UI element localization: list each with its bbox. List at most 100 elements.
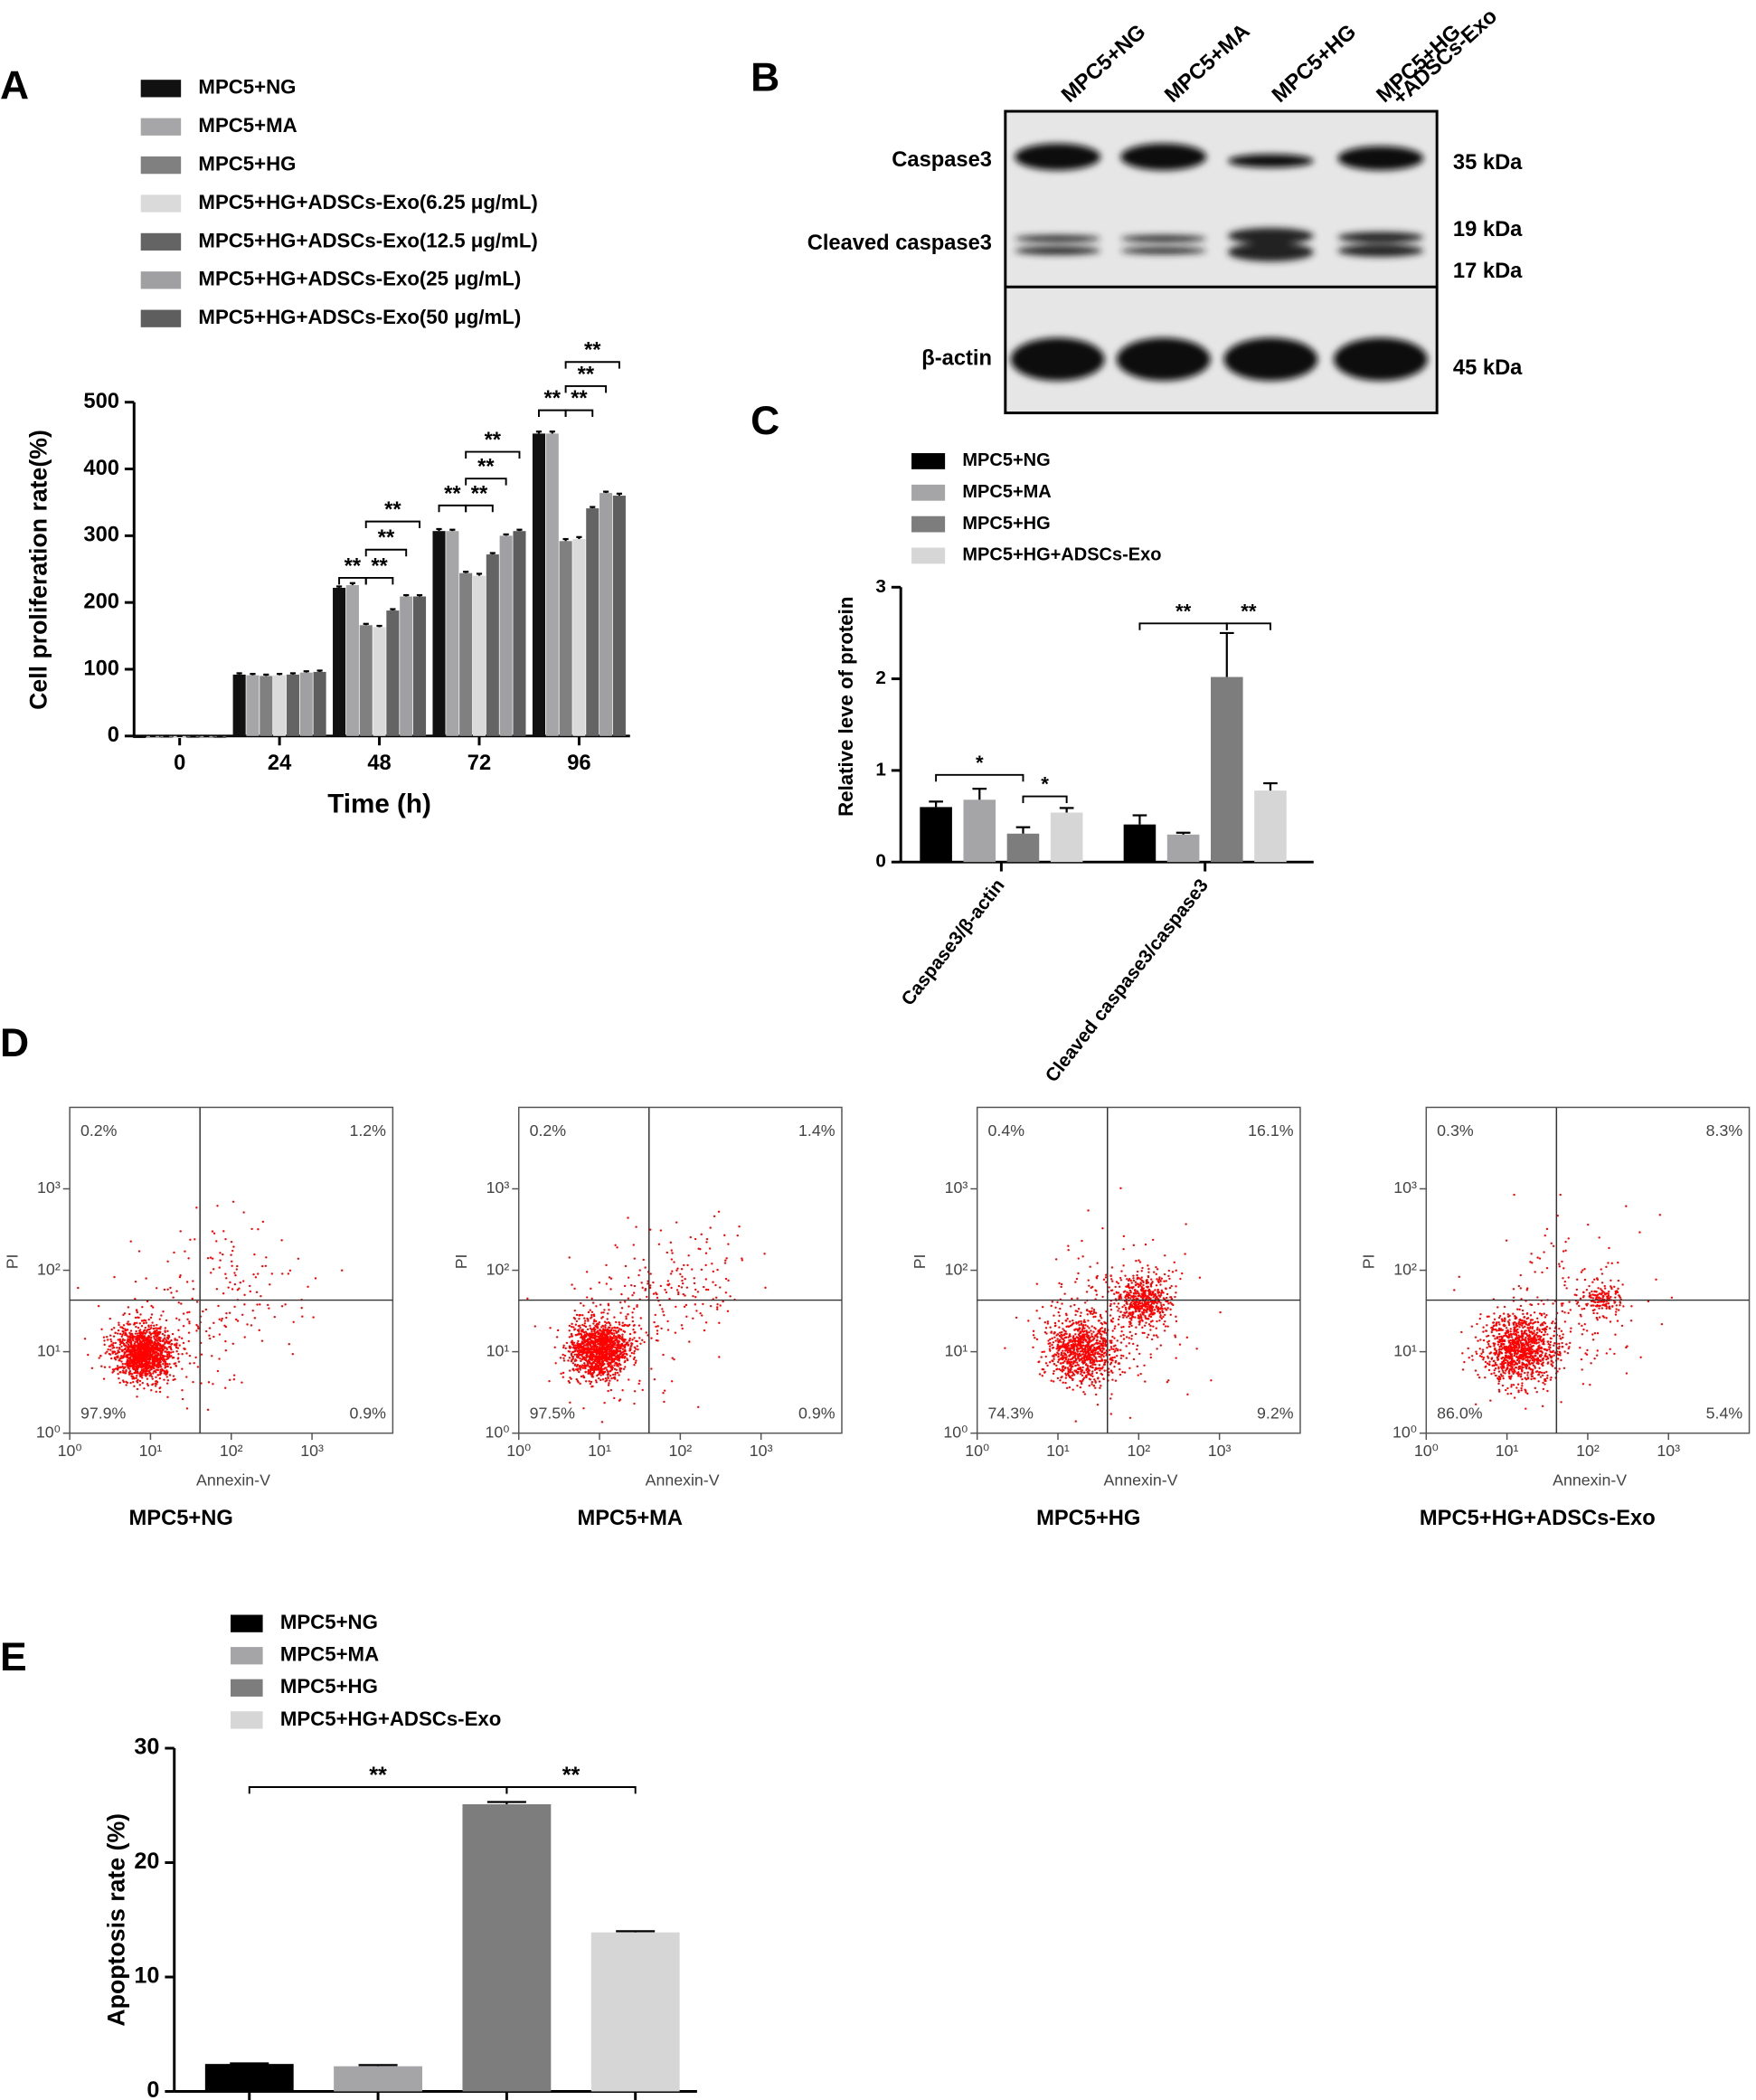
event-dot [120, 1355, 123, 1357]
event-dot [128, 1312, 131, 1316]
event-dot [1162, 1315, 1165, 1319]
event-dot [253, 1253, 256, 1256]
event-dot [763, 1253, 766, 1255]
event-dot [1064, 1320, 1067, 1322]
event-dot [1137, 1294, 1139, 1298]
event-dot [1129, 1311, 1132, 1314]
event-dot [615, 1352, 618, 1355]
event-dot [120, 1335, 123, 1339]
event-dot [1119, 1276, 1122, 1280]
event-dot [139, 1313, 142, 1316]
event-dot [1147, 1315, 1151, 1318]
plot-title: MPC5+MA [577, 1507, 683, 1530]
event-dot [195, 1323, 198, 1327]
event-dot [1086, 1331, 1089, 1335]
event-dot [1068, 1334, 1072, 1338]
event-dot [575, 1353, 579, 1356]
x-tick-label: Cleaved caspase3/caspase3 [1042, 875, 1213, 1086]
event-dot [1090, 1329, 1092, 1332]
event-dot [606, 1348, 609, 1352]
event-dot [1110, 1348, 1113, 1350]
band [1120, 235, 1207, 242]
event-dot [1132, 1244, 1136, 1247]
event-dot [1125, 1336, 1128, 1339]
event-dot [1072, 1378, 1074, 1382]
event-dot [643, 1340, 646, 1344]
event-dot [280, 1239, 283, 1242]
event-dot [1130, 1295, 1133, 1298]
event-dot [1141, 1326, 1144, 1329]
event-dot [704, 1252, 708, 1254]
event-dot [1086, 1370, 1089, 1374]
event-dot [123, 1353, 126, 1357]
event-dot [151, 1321, 154, 1324]
event-dot [738, 1225, 741, 1228]
event-dot [633, 1291, 636, 1294]
event-dot [723, 1234, 726, 1237]
event-dot [1065, 1386, 1069, 1390]
event-dot [577, 1355, 581, 1357]
marker-label: 45 kDa [1453, 356, 1523, 380]
event-dot [645, 1331, 647, 1334]
y-tick-label: 10² [486, 1260, 510, 1278]
event-dot [109, 1338, 112, 1341]
event-dot [192, 1288, 195, 1291]
event-dot [1134, 1283, 1138, 1287]
event-dot [577, 1339, 580, 1343]
event-dot [594, 1336, 597, 1339]
event-dot [122, 1324, 126, 1327]
event-dot [1113, 1302, 1116, 1305]
event-dot [569, 1376, 571, 1379]
event-dot [175, 1339, 179, 1341]
event-dot [633, 1352, 636, 1355]
event-dot [1065, 1374, 1068, 1376]
event-dot [1162, 1291, 1165, 1294]
event-dot [1076, 1349, 1079, 1353]
event-dot [1060, 1282, 1063, 1286]
event-dot [1032, 1334, 1035, 1337]
significance-bracket [564, 361, 620, 369]
event-dot [669, 1272, 673, 1275]
event-dot [1083, 1360, 1086, 1364]
event-dot [609, 1335, 611, 1338]
event-dot [109, 1317, 111, 1320]
event-dot [1114, 1285, 1117, 1289]
event-dot [568, 1381, 571, 1384]
x-tick-label: 96 [567, 752, 590, 775]
event-dot [1074, 1310, 1077, 1312]
event-dot [218, 1266, 221, 1269]
event-dot [1138, 1352, 1141, 1356]
event-dot [149, 1353, 153, 1357]
event-dot [609, 1353, 613, 1357]
event-dot [1117, 1302, 1120, 1305]
event-dot [146, 1348, 149, 1350]
event-dot [590, 1356, 593, 1358]
event-dot [565, 1341, 569, 1345]
event-dot [216, 1205, 219, 1207]
event-dot [631, 1316, 634, 1319]
event-dot [158, 1390, 162, 1394]
event-dot [181, 1353, 184, 1356]
event-dot [141, 1336, 144, 1339]
event-dot [1068, 1355, 1071, 1357]
event-dot [613, 1349, 617, 1353]
event-dot [1090, 1361, 1094, 1364]
event-dot [1071, 1371, 1074, 1374]
event-dot [1087, 1209, 1090, 1212]
event-dot [146, 1361, 148, 1364]
event-dot [580, 1301, 582, 1305]
event-dot [596, 1340, 599, 1343]
event-dot [1122, 1247, 1125, 1251]
event-dot [204, 1329, 208, 1333]
event-dot [1057, 1360, 1060, 1364]
event-dot [1115, 1281, 1119, 1283]
event-dot [232, 1245, 235, 1248]
event-dot [1137, 1303, 1140, 1306]
event-dot [1130, 1334, 1133, 1338]
event-dot [1090, 1346, 1092, 1348]
event-dot [1103, 1320, 1106, 1324]
event-dot [1061, 1356, 1064, 1358]
event-dot [117, 1329, 120, 1332]
event-dot [165, 1339, 168, 1343]
event-dot [178, 1275, 182, 1279]
